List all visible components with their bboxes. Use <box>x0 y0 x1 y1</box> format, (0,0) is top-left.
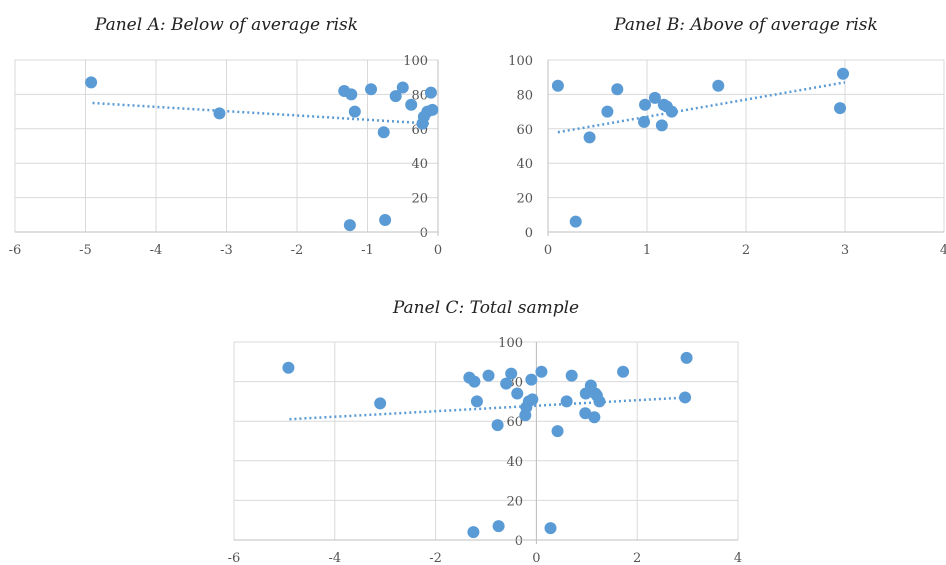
panel-a-x-tick-label: -3 <box>220 243 233 258</box>
panel-c-data-point <box>500 377 513 390</box>
panel-c-data-point <box>492 520 505 533</box>
panel-c-data-point <box>491 419 504 432</box>
panel-a-data-point <box>405 98 418 111</box>
panel-b-x-tick-label: 1 <box>643 243 651 258</box>
panel-b-y-tick-label: 20 <box>516 192 533 207</box>
panel-a-y-tick-label: 20 <box>411 192 428 207</box>
panel-a-x-tick-label: -2 <box>291 243 304 258</box>
panel-c-data-point <box>505 367 518 380</box>
panel-c-y-tick-label: 100 <box>498 336 523 351</box>
panel-b-data-point <box>638 115 651 128</box>
panel-b-data-point <box>601 105 614 118</box>
panel-a-x-tick-label: -4 <box>150 243 163 258</box>
panel-c-data-point <box>551 425 564 438</box>
panel-c-x-tick-label: -4 <box>328 551 341 565</box>
panel-b-y-tick-label: 60 <box>516 123 533 138</box>
panel-a-data-point <box>389 90 402 103</box>
panel-b-data-point <box>611 83 624 96</box>
panel-c-data-point <box>680 351 693 364</box>
panel-c-x-tick-label: -6 <box>228 551 241 565</box>
panel-a-title: Panel A: Below of average risk <box>94 15 358 35</box>
panel-b-y-tick-label: 80 <box>516 88 533 103</box>
panel-a-x-tick-label: -5 <box>79 243 92 258</box>
panel-a-data-point <box>379 213 392 226</box>
panel-b-chart: Panel B: Above of average risk0204060801… <box>508 15 946 258</box>
panel-a-data-point <box>377 126 390 139</box>
panel-b-x-tick-label: 2 <box>742 243 750 258</box>
panel-b-x-tick-label: 4 <box>940 243 946 258</box>
panel-a-data-point <box>85 76 98 89</box>
panel-b-y-tick-label: 40 <box>516 157 533 172</box>
panel-a-trendline <box>92 101 432 125</box>
panel-c-data-point <box>588 411 601 424</box>
panel-c-data-point <box>526 393 539 406</box>
panel-a-data-point <box>345 88 358 101</box>
panel-a-data-point <box>365 83 378 96</box>
panel-c-data-point <box>467 526 480 539</box>
panel-b-trendline <box>557 81 846 134</box>
panel-b-title: Panel B: Above of average risk <box>613 15 878 35</box>
panel-a-y-tick-label: 40 <box>411 157 428 172</box>
panel-b-x-tick-label: 3 <box>841 243 849 258</box>
panel-b-data-point <box>648 91 661 104</box>
panel-c-data-point <box>535 365 548 378</box>
panel-c-data-point <box>482 369 495 382</box>
panel-b-data-point <box>665 105 678 118</box>
panel-a-chart: Panel A: Below of average risk0204060801… <box>9 15 442 258</box>
panel-c-data-point <box>560 395 573 408</box>
panel-b-data-point <box>834 102 847 115</box>
panel-c-x-tick-label: 0 <box>532 551 540 565</box>
panel-c-y-tick-label: 40 <box>506 455 523 470</box>
panel-c-title: Panel C: Total sample <box>392 298 579 318</box>
panel-c-x-tick-label: 4 <box>734 551 742 565</box>
panel-a-data-point <box>426 103 439 116</box>
panel-a-y-tick-label: 80 <box>411 88 428 103</box>
panel-c-trendline <box>289 396 688 421</box>
panel-c-y-tick-label: 0 <box>515 534 523 549</box>
panel-a-data-point <box>213 107 226 120</box>
panel-c-y-tick-label: 20 <box>506 494 523 509</box>
panel-b-y-tick-label: 100 <box>508 54 533 69</box>
panel-b-data-point <box>712 79 725 92</box>
panel-c-y-tick-label: 60 <box>506 415 523 430</box>
panel-b-data-point <box>569 215 582 228</box>
panel-c-data-point <box>544 522 557 535</box>
panel-a-data-point <box>396 81 409 94</box>
panel-c-data-point <box>374 397 387 410</box>
panel-c-x-tick-label: -2 <box>429 551 442 565</box>
panel-b-data-point <box>551 79 564 92</box>
panel-b-data-point <box>639 98 652 111</box>
panel-c-data-point <box>525 373 538 386</box>
panel-c-x-tick-label: 2 <box>633 551 641 565</box>
panel-a-data-point <box>343 219 356 232</box>
panel-c-data-point <box>282 361 295 374</box>
panel-c-data-point <box>565 369 578 382</box>
panel-b-data-point <box>583 131 596 144</box>
panel-b-y-tick-label: 0 <box>525 226 533 241</box>
panel-b-data-point <box>655 119 668 132</box>
panel-a-x-tick-label: 0 <box>434 243 442 258</box>
panel-c-data-point <box>617 365 630 378</box>
panel-a-x-tick-label: -1 <box>361 243 374 258</box>
panel-c-data-point <box>511 387 524 400</box>
panel-a-data-point <box>348 105 361 118</box>
panel-a-x-tick-label: -6 <box>9 243 22 258</box>
panel-c-data-point <box>679 391 692 404</box>
panel-a-y-tick-label: 100 <box>403 54 428 69</box>
panel-c-data-point <box>593 395 606 408</box>
panel-a-y-tick-label: 0 <box>420 226 428 241</box>
panel-c-data-point <box>468 375 481 388</box>
panel-b-x-tick-label: 0 <box>544 243 552 258</box>
panel-c-data-point <box>579 407 592 420</box>
panel-a-data-point <box>424 86 437 99</box>
panel-b-data-point <box>837 67 850 80</box>
panel-c-data-point <box>470 395 483 408</box>
